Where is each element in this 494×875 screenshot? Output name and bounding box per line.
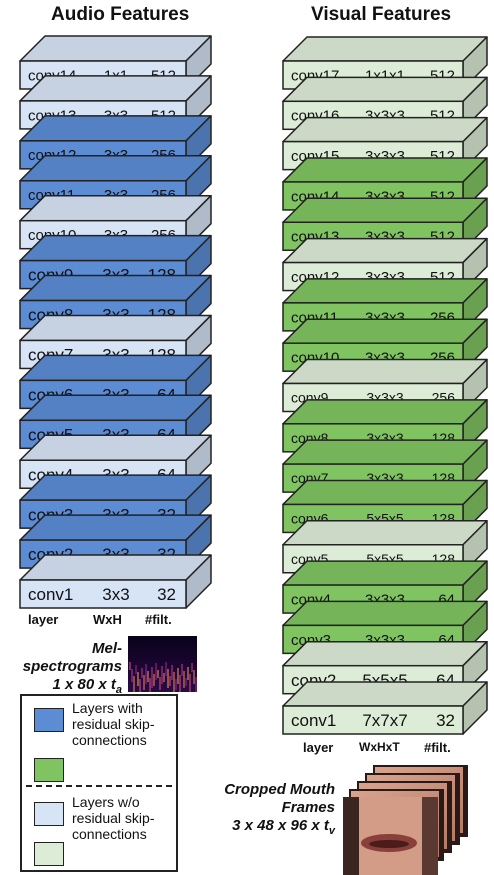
audio-block-top-conv7 [19,314,212,342]
audio-input-line3: 1 x 80 x ta [52,676,122,696]
visual-header-size: WxHxT [359,740,400,754]
visual-input-caption: Cropped Mouth Frames 3 x 48 x 96 x tv [194,781,335,840]
audio-block-top-conv4 [19,434,212,461]
mouth-frames-image [343,765,468,875]
visual-block-top-conv8 [282,399,488,425]
legend-divider [26,785,172,787]
visual-block-conv1: conv1 7x7x7 32 [282,681,488,735]
visual-block-top-conv13 [282,197,488,223]
legend-plain-line3: connections [72,826,147,842]
audio-block-top-conv10 [19,194,212,222]
audio-input-caption: Mel- spectrograms 1 x 80 x ta [10,640,122,699]
legend-swatch-plain-visual [34,842,64,866]
legend-swatch-residual-audio [34,708,64,732]
audio-block-top-conv1 [19,554,212,581]
legend-residual-entry: Layers with residual skip- connections [34,700,154,748]
audio-header-size: WxH [93,612,122,627]
legend-residual-line1: Layers with [72,700,143,716]
visual-label-filters-conv1: 32 [436,711,455,730]
visual-header-layer: layer [303,740,334,755]
audio-input-line1: Mel- [92,640,122,657]
legend-residual-line3: connections [72,732,147,748]
visual-block-front-conv1 [282,705,464,735]
visual-block-top-conv14 [282,157,488,183]
legend-plain-line2: residual skip- [72,810,155,826]
audio-layer-stack: conv141x1512conv133x3512conv123x3256conv… [19,35,212,609]
visual-input-line1: Cropped Mouth [224,781,335,798]
audio-block-top-conv9 [19,234,212,262]
audio-block-top-conv14 [19,35,212,62]
audio-block-top-conv2 [19,514,212,541]
visual-block-top-conv2 [282,640,488,667]
mel-spectrogram-image [128,636,197,692]
frame-stack [343,765,468,875]
visual-features-title: Visual Features [311,4,452,25]
audio-label-size-conv1: 3x3 [102,585,129,604]
audio-header-layer: layer [28,612,59,627]
visual-block-top-conv5 [282,520,488,546]
visual-block-top-conv12 [282,237,488,264]
audio-label-filters-conv1: 32 [157,585,176,604]
visual-block-top-conv7 [282,439,488,465]
visual-block-top-conv3 [282,600,488,627]
audio-input-line2: spectrograms [22,658,122,675]
audio-block-conv1: conv1 3x3 32 [19,554,212,609]
audio-block-top-conv11 [19,155,212,182]
audio-label-name-conv1: conv1 [28,585,73,604]
legend-swatch-plain-audio [34,802,64,826]
visual-label-size-conv1: 7x7x7 [362,711,407,730]
audio-features-title: Audio Features [51,4,190,25]
visual-header-filters: #filt. [424,740,451,755]
audio-block-top-conv12 [19,115,212,142]
visual-block-top-conv10 [282,318,488,344]
visual-block-top-conv15 [282,116,488,143]
legend-residual-line2: residual skip- [72,716,155,732]
audio-block-top-conv5 [19,394,212,422]
audio-header-filters: #filt. [145,612,172,627]
visual-block-top-conv16 [282,76,488,103]
visual-input-line3: 3 x 48 x 96 x tv [232,817,335,837]
visual-block-top-conv11 [282,278,488,304]
visual-block-top-conv9 [282,358,488,385]
audio-block-top-conv8 [19,274,212,302]
visual-block-top-conv6 [282,479,488,506]
visual-block-conv5: conv5 5x5x5 128 [282,520,488,574]
audio-block-top-conv6 [19,354,212,382]
visual-label-name-conv1: conv1 [291,711,336,730]
visual-block-top-conv4 [282,560,488,586]
visual-input-line2: Frames [281,799,335,816]
audio-block-top-conv3 [19,474,212,501]
audio-block-top-conv13 [19,75,212,102]
legend-plain-line1: Layers w/o [72,794,140,810]
visual-block-top-conv17 [282,36,488,62]
audio-block-front-conv1 [19,579,187,609]
legend-plain-entry: Layers w/o residual skip- connections [34,794,154,842]
legend: Layers with residual skip- connections L… [20,694,178,872]
legend-swatch-residual-visual [34,758,64,782]
visual-block-top-conv1 [282,681,488,707]
